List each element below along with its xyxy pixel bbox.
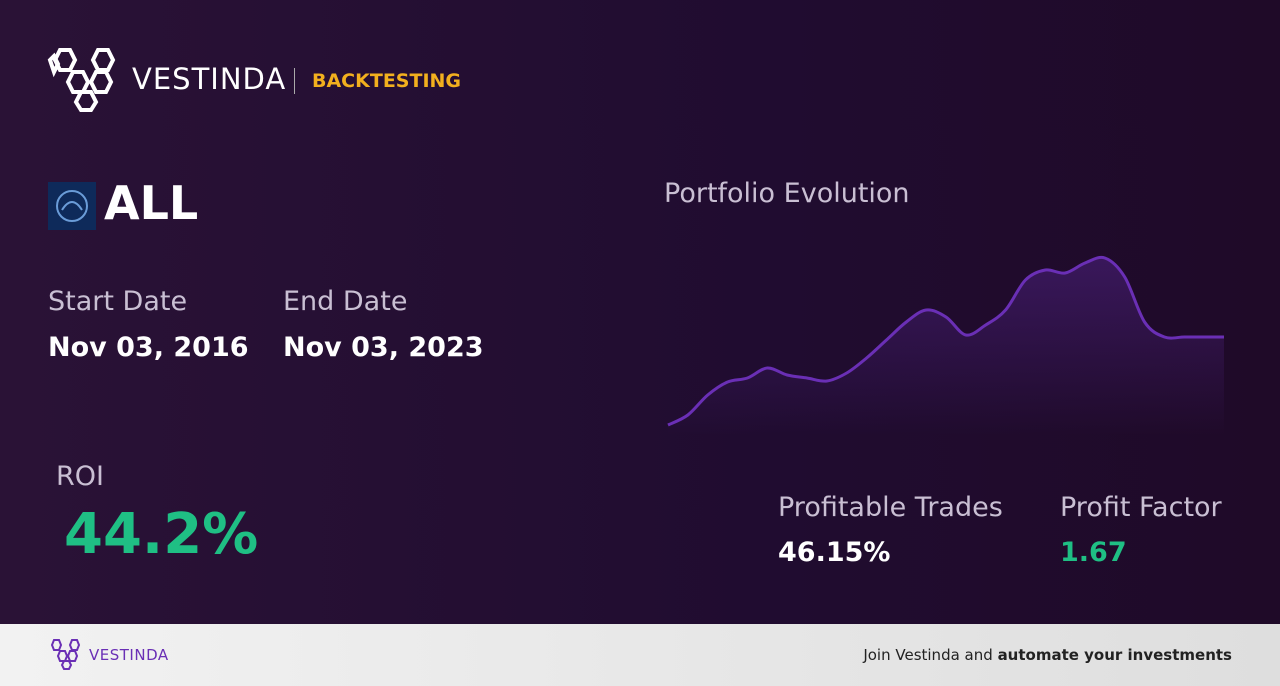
section: BACKTESTING <box>312 70 462 92</box>
start-label: Start Date <box>48 286 188 317</box>
divider <box>294 68 295 94</box>
profitable-value: 46.15% <box>778 537 891 568</box>
roi-value: 44.2% <box>64 502 259 567</box>
logo <box>47 48 116 112</box>
footer-strong: automate your investments <box>997 646 1232 664</box>
profitable-label: Profitable Trades <box>778 492 1003 523</box>
factor-label: Profit Factor <box>1060 492 1222 523</box>
chart-title: Portfolio Evolution <box>664 178 910 209</box>
footer-logo <box>50 639 81 670</box>
end-label: End Date <box>283 286 408 317</box>
card: VESTINDA BACKTESTING ALL Start Date Nov … <box>0 0 1280 624</box>
chart <box>667 255 1224 435</box>
ticker: ALL <box>104 176 199 230</box>
roi-label: ROI <box>56 461 104 492</box>
start-date: Nov 03, 2016 <box>48 332 249 363</box>
asset-logo <box>48 182 96 230</box>
factor-value: 1.67 <box>1060 537 1127 568</box>
line <box>667 255 1224 427</box>
area <box>668 257 1224 435</box>
footer-cta: Join Vestinda and automate your investme… <box>863 646 1232 664</box>
footer-brand: VESTINDA <box>89 646 169 664</box>
end-date: Nov 03, 2023 <box>283 332 484 363</box>
footer-text: Join Vestinda and <box>863 646 993 664</box>
brand: VESTINDA <box>132 62 287 96</box>
footer: VESTINDA Join Vestinda and automate your… <box>0 624 1280 686</box>
